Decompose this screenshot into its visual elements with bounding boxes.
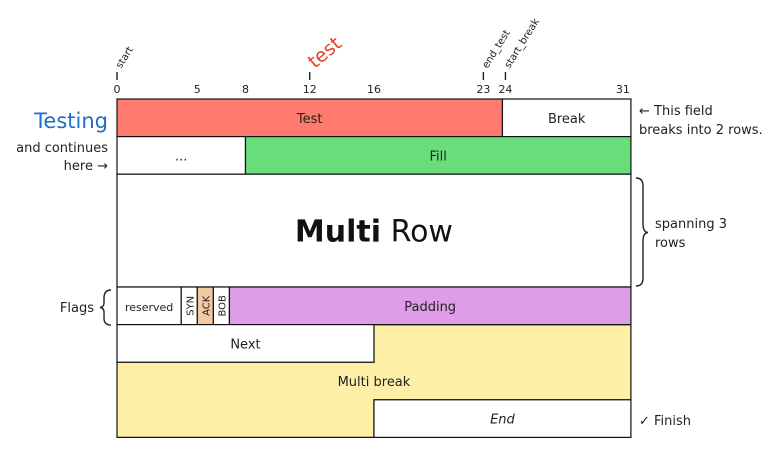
bit-tick-label: 12 (303, 83, 317, 96)
bit-tick-label: 24 (498, 83, 512, 96)
bit-tick-label: 23 (476, 83, 490, 96)
spanning-annotation-line2: rows (655, 236, 686, 251)
bit-tick-label: 5 (194, 83, 201, 96)
break-label: Break (548, 112, 586, 127)
bit-tick-label: 16 (367, 83, 381, 96)
bit-tick-label: 0 (114, 83, 121, 96)
flags-annotation: Flags (60, 301, 94, 316)
end-label: End (490, 413, 515, 428)
padding-label: Padding (404, 300, 456, 315)
spanning-annotation-line1: spanning 3 (655, 217, 727, 232)
multi-row-label: Multi Row (295, 215, 453, 250)
bit-ruler: 0 5 8 12 16 23 24 31 (114, 83, 630, 96)
next-label: Next (230, 337, 260, 352)
bit-tick-label: 8 (242, 83, 249, 96)
bit-tick-label: 31 (616, 83, 630, 96)
continues-annotation-line2: here → (64, 159, 108, 174)
multi-row-label-rest: Row (381, 215, 453, 250)
syn-label: SYN (185, 296, 196, 316)
fill-label: Fill (430, 149, 447, 164)
ellipsis-label: ... (175, 149, 187, 164)
finish-annotation: ✓ Finish (639, 414, 691, 429)
spanning-brace (635, 177, 649, 287)
multi-break-label: Multi break (338, 375, 411, 390)
ack-label: ACK (201, 295, 212, 316)
bob-label: BOB (217, 295, 228, 317)
padding-field (228, 286, 632, 326)
marker-label-start: start (114, 45, 136, 71)
testing-annotation: Testing (33, 109, 108, 133)
continues-annotation-line1: and continues (16, 141, 108, 156)
marker-label-start-break: start_break (503, 17, 542, 71)
this-field-annotation-line2: breaks into 2 rows. (639, 123, 763, 138)
end-field (373, 399, 632, 438)
this-field-annotation-line1: ← This field (639, 104, 713, 119)
next-field (116, 324, 375, 363)
multi-row-label-bold: Multi (295, 215, 381, 250)
test-label: Test (296, 112, 323, 127)
marker-label-test: test (304, 33, 346, 73)
left-annotations: Testing and continues here → Flags (16, 109, 112, 326)
register-fields: Multi break Test Break... Fill Multi Row rese… (116, 98, 632, 438)
reserved-label: reserved (125, 301, 173, 314)
flags-brace (99, 289, 112, 326)
right-annotations: ← This field breaks into 2 rows. spannin… (635, 104, 763, 429)
